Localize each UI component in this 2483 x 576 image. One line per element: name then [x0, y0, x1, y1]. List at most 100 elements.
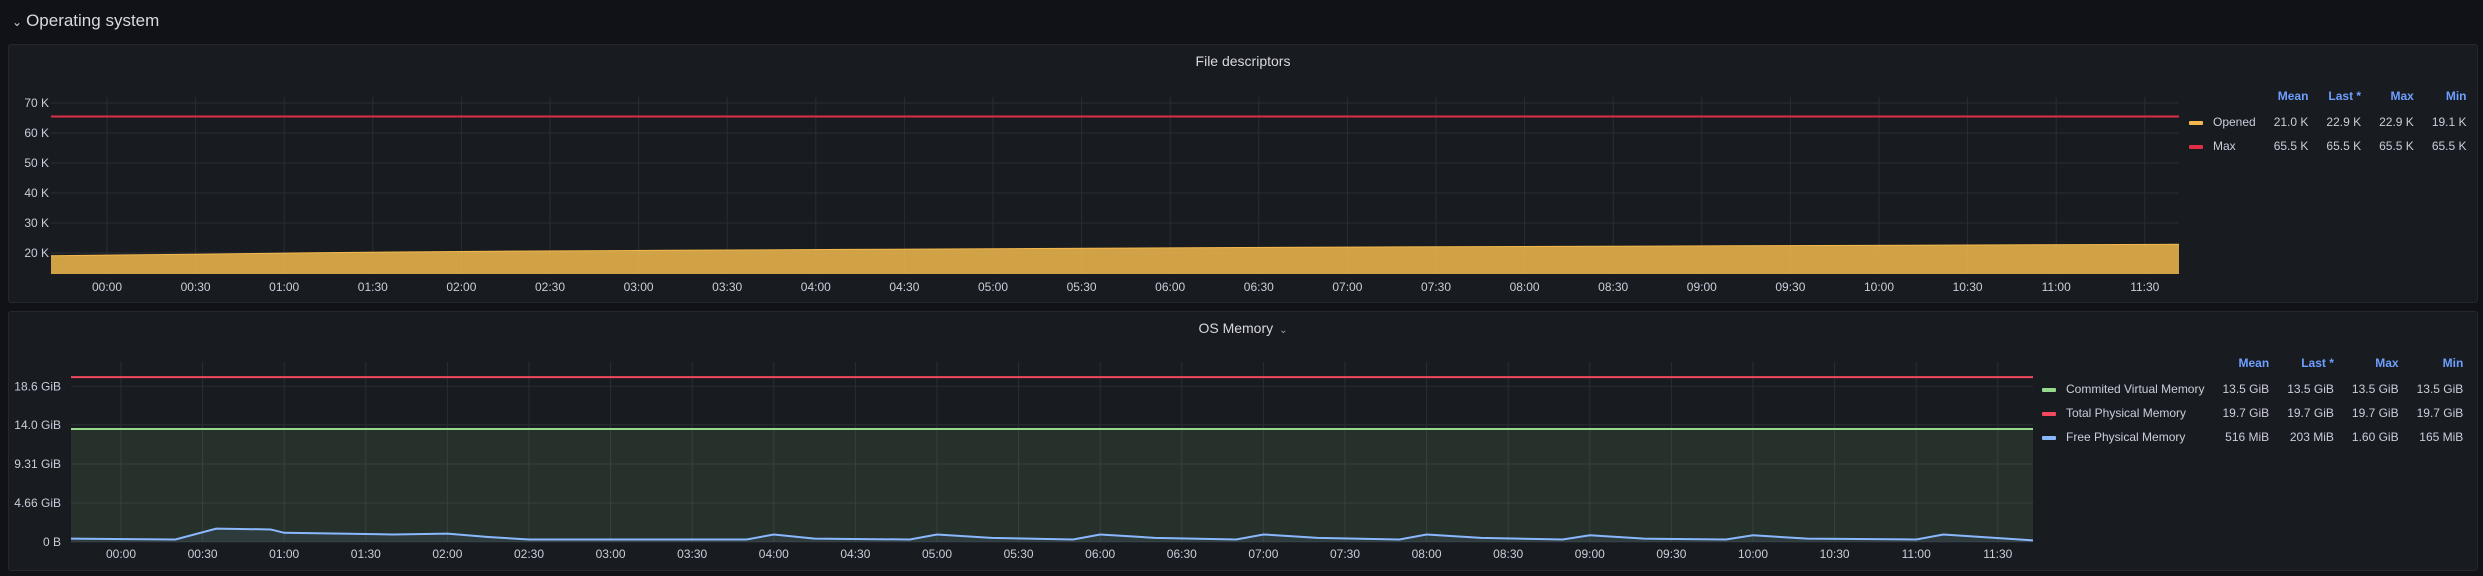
legend-column-header[interactable]: Last *: [2301, 356, 2334, 370]
panel-os-memory[interactable]: OS Memory ⌄ 00:00 00:30 01:00 01:30 02:00 02:3…: [8, 311, 2478, 571]
chart-os-memory[interactable]: 00:00 00:30 01:00 01:30 02:00 02:30 03:00 03:30…: [9, 312, 2479, 572]
x-tick-label: 09:30: [1656, 547, 1686, 561]
x-tick-label: 03:30: [712, 280, 742, 294]
x-tick-label: 08:00: [1412, 547, 1442, 561]
chevron-down-icon[interactable]: ⌄: [12, 15, 23, 29]
x-tick-label: 04:30: [889, 280, 919, 294]
x-tick-label: 06:00: [1155, 280, 1185, 294]
legend-column-header[interactable]: Max: [2390, 89, 2414, 103]
x-tick-label: 01:00: [269, 280, 299, 294]
x-tick-label: 11:00: [1902, 547, 1931, 561]
legend-row[interactable]: Total Physical Memory 19.7 GiB 19.7 GiB 19.…: [2042, 402, 2463, 426]
legend-header-blank: [2189, 89, 2256, 111]
legend-column-header[interactable]: Min: [2445, 89, 2467, 103]
legend-column-header[interactable]: Min: [2442, 356, 2464, 370]
y-tick-label: 40 K: [24, 186, 49, 200]
x-tick-label: 03:00: [624, 280, 654, 294]
series-line-opened: [50, 243, 2180, 257]
legend-value: 1.60 GiB: [2351, 430, 2399, 444]
x-tick-label: 07:00: [1332, 280, 1362, 294]
legend-value: 22.9 K: [2379, 115, 2414, 129]
legend-value: 13.5 GiB: [2416, 382, 2464, 396]
legend-series-name[interactable]: Opened: [2189, 111, 2256, 135]
legend-os-memory: Mean Last * Max Min Commited Virtual Memory 1…: [2042, 356, 2463, 450]
legend-column-header[interactable]: Last *: [2328, 89, 2362, 103]
x-tick-label: 07:30: [1330, 547, 1360, 561]
legend-swatch: [2042, 435, 2056, 440]
grid: [71, 362, 2033, 543]
x-tick-label: 05:00: [922, 547, 952, 561]
legend-row[interactable]: Free Physical Memory 516 MiB 203 MiB 1.60 G…: [2042, 426, 2463, 450]
series-area-commited-virtual-memory: [71, 428, 2033, 542]
legend-swatch: [2189, 144, 2203, 149]
legend-series-name[interactable]: Total Physical Memory: [2042, 402, 2204, 426]
row-header-operating-system[interactable]: ⌄ Operating system: [12, 8, 159, 34]
x-tick-label: 07:30: [1421, 280, 1451, 294]
y-tick-label: 60 K: [24, 126, 49, 140]
x-tick-label: 10:30: [1820, 547, 1850, 561]
x-tick-label: 09:00: [1575, 547, 1605, 561]
x-tick-label: 00:30: [181, 280, 211, 294]
x-tick-label: 11:00: [2042, 280, 2071, 294]
legend-column-header[interactable]: Mean: [2238, 356, 2270, 370]
y-tick-label: 4.66 GiB: [14, 496, 61, 510]
legend-header-blank: [2042, 356, 2204, 378]
row-title: Operating system: [26, 11, 160, 30]
legend-row[interactable]: Opened 21.0 K 22.9 K 22.9 K 19.1 K: [2189, 111, 2467, 135]
chart-file-descriptors[interactable]: 00:00 00:30 01:00 01:30 02:00 02:30 03:00 03:30…: [9, 45, 2479, 304]
legend-series-name[interactable]: Max: [2189, 135, 2256, 159]
x-tick-label: 10:00: [1864, 280, 1894, 294]
x-tick-label: 03:00: [596, 547, 626, 561]
y-tick-label: 14.0 GiB: [14, 418, 61, 432]
legend-value: 19.7 GiB: [2287, 406, 2334, 420]
panel-file-descriptors[interactable]: File descriptors 00:00 00:30 01:00 01:30 02:…: [8, 44, 2478, 303]
x-tick-label: 11:30: [1983, 547, 2012, 561]
y-tick-label: 20 K: [24, 246, 49, 260]
legend-value: 65.5 K: [2326, 139, 2362, 153]
legend-file-descriptors: Mean Last * Max Min Opened 21.0 K 22.9 K 22.9 K…: [2189, 89, 2467, 159]
x-tick-label: 00:00: [106, 547, 136, 561]
x-tick-label: 05:30: [1004, 547, 1034, 561]
legend-row[interactable]: Max 65.5 K 65.5 K 65.5 K 65.5 K: [2189, 135, 2467, 159]
legend-column-header[interactable]: Max: [2375, 356, 2399, 370]
x-tick-label: 09:30: [1775, 280, 1805, 294]
x-tick-label: 06:30: [1167, 547, 1197, 561]
x-tick-label: 04:00: [801, 280, 831, 294]
x-tick-label: 08:30: [1598, 280, 1628, 294]
legend-column-header[interactable]: Mean: [2277, 89, 2309, 103]
legend-value: 65.5 K: [2431, 139, 2467, 153]
legend-swatch: [2042, 387, 2056, 392]
panel-title-text: File descriptors: [1195, 53, 1291, 69]
x-tick-label: 06:30: [1244, 280, 1274, 294]
x-tick-label: 08:00: [1510, 280, 1540, 294]
x-tick-label: 02:00: [432, 547, 462, 561]
legend-series-name[interactable]: Commited Virtual Memory: [2042, 378, 2204, 402]
y-tick-label: 9.31 GiB: [14, 457, 61, 471]
x-tick-label: 07:00: [1248, 547, 1278, 561]
legend-value: 65.5 K: [2379, 139, 2414, 153]
x-tick-label: 03:30: [677, 547, 707, 561]
panel-title[interactable]: OS Memory ⌄: [9, 320, 2477, 336]
chevron-down-icon[interactable]: ⌄: [1279, 325, 1288, 336]
legend-row[interactable]: Commited Virtual Memory 13.5 GiB 13.5 GiB 1…: [2042, 378, 2463, 402]
x-tick-label: 01:00: [269, 547, 299, 561]
legend-value: 203 MiB: [2289, 430, 2334, 444]
x-tick-label: 02:30: [535, 280, 565, 294]
legend-value: 19.7 GiB: [2222, 406, 2270, 420]
x-tick-label: 04:00: [759, 547, 789, 561]
legend-series-name[interactable]: Free Physical Memory: [2042, 426, 2204, 450]
y-tick-label: 70 K: [24, 96, 49, 110]
x-tick-label: 01:30: [351, 547, 381, 561]
panel-title[interactable]: File descriptors: [9, 53, 2477, 69]
x-tick-label: 08:30: [1493, 547, 1523, 561]
x-tick-label: 05:30: [1067, 280, 1097, 294]
y-tick-label: 50 K: [24, 156, 49, 170]
legend-swatch: [2042, 411, 2056, 416]
legend-value: 516 MiB: [2225, 430, 2270, 444]
x-tick-label: 09:00: [1687, 280, 1717, 294]
panel-title-text: OS Memory: [1198, 320, 1274, 336]
x-tick-label: 10:30: [1953, 280, 1983, 294]
legend-value: 19.1 K: [2431, 115, 2467, 129]
x-tick-label: 10:00: [1738, 547, 1768, 561]
y-tick-label: 0 B: [43, 535, 61, 549]
